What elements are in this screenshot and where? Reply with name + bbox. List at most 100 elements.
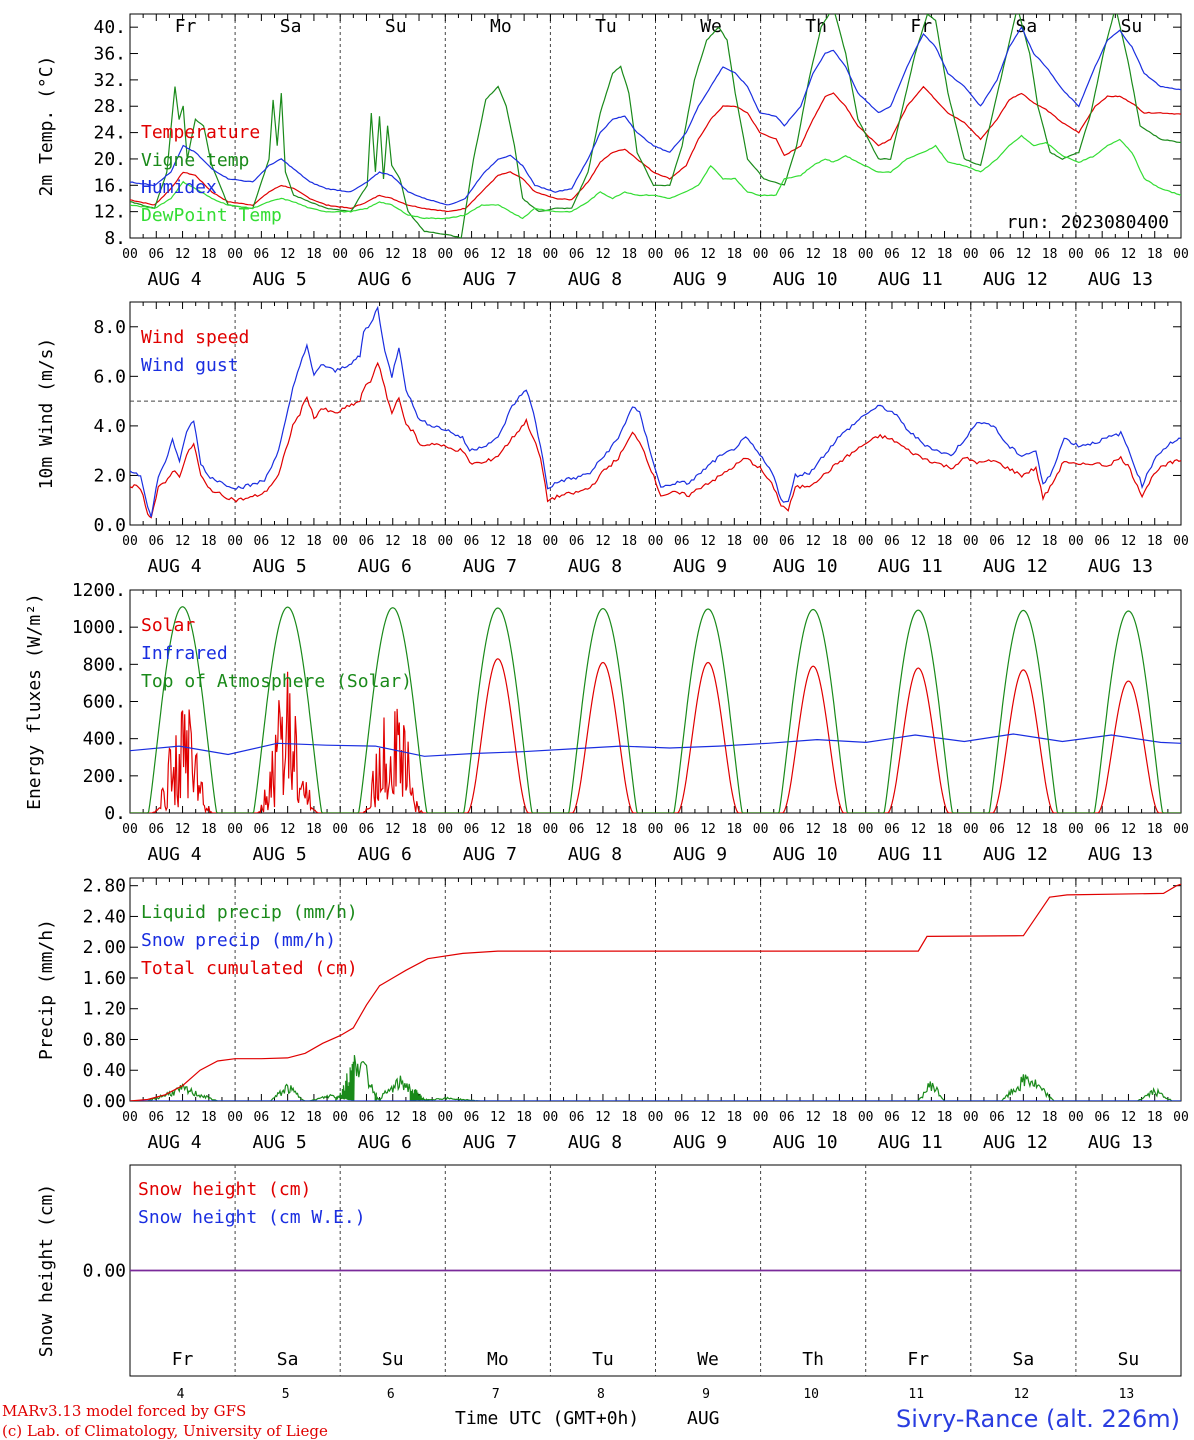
hour-tick-label: 00 xyxy=(963,247,979,262)
y-tick-label: 200. xyxy=(83,766,126,787)
hour-tick-label: 00 xyxy=(332,534,348,549)
hour-tick-label: 12 xyxy=(910,247,926,262)
hour-tick-label: 12 xyxy=(175,822,191,837)
hour-tick-label: 18 xyxy=(1147,1110,1163,1125)
hour-tick-label: 18 xyxy=(1147,534,1163,549)
y-tick-label: 12. xyxy=(93,202,126,223)
date-label: AUG 5 xyxy=(253,556,307,577)
hour-tick-label: 00 xyxy=(858,534,874,549)
hour-tick-label: 00 xyxy=(543,1110,559,1125)
hour-tick-label: 06 xyxy=(884,822,900,837)
legend-total-cumulated-cm-: Total cumulated (cm) xyxy=(141,958,358,979)
y-tick-label: 24. xyxy=(93,123,126,144)
hour-tick-label: 00 xyxy=(648,534,664,549)
hour-tick-label: 12 xyxy=(175,247,191,262)
date-label: AUG 9 xyxy=(673,269,727,290)
hour-tick-label: 06 xyxy=(254,822,270,837)
hour-tick-label: 12 xyxy=(910,534,926,549)
hour-tick-label: 12 xyxy=(1121,247,1137,262)
hour-tick-label: 06 xyxy=(1094,1110,1110,1125)
hour-tick-label: 06 xyxy=(464,534,480,549)
hour-tick-label: 00 xyxy=(122,1110,138,1125)
hour-tick-label: 18 xyxy=(621,534,637,549)
hour-tick-label: 18 xyxy=(832,534,848,549)
hour-tick-label: 00 xyxy=(437,822,453,837)
day-number-label: 7 xyxy=(492,1387,500,1402)
hour-tick-label: 00 xyxy=(858,822,874,837)
y-tick-label: 8.0 xyxy=(93,317,126,338)
hour-tick-label: 18 xyxy=(1042,247,1058,262)
date-label: AUG 6 xyxy=(358,556,412,577)
date-label: AUG 10 xyxy=(773,269,838,290)
hour-tick-label: 06 xyxy=(779,534,795,549)
y-tick-label: 800. xyxy=(83,654,126,675)
date-label: AUG 7 xyxy=(463,269,517,290)
day-name-label: Th xyxy=(805,16,827,37)
date-label: AUG 11 xyxy=(878,1132,943,1153)
date-label: AUG 4 xyxy=(147,556,201,577)
legend-infrared: Infrared xyxy=(141,643,228,664)
hour-tick-label: 18 xyxy=(306,247,322,262)
day-name-label: Sa xyxy=(1013,1349,1035,1370)
hour-tick-label: 06 xyxy=(779,247,795,262)
legend-solar: Solar xyxy=(141,615,195,636)
y-tick-label: 0.80 xyxy=(83,1029,126,1050)
day-name-label: Sa xyxy=(280,16,302,37)
hour-tick-label: 12 xyxy=(280,822,296,837)
legend-dewpoint-temp: DewPoint Temp xyxy=(141,205,282,226)
y-tick-label: 8. xyxy=(104,228,126,249)
day-number-label: 6 xyxy=(387,1387,395,1402)
hour-tick-label: 06 xyxy=(1094,534,1110,549)
date-label: AUG 8 xyxy=(568,269,622,290)
hour-tick-label: 18 xyxy=(306,822,322,837)
hour-tick-label: 12 xyxy=(1016,247,1032,262)
hour-tick-label: 06 xyxy=(884,1110,900,1125)
footer-model-line: MARv3.13 model forced by GFS xyxy=(2,1402,246,1420)
date-label: AUG 13 xyxy=(1088,556,1153,577)
panel-1: 8. 12. 16. 20. 24. 28. 32. 36. 40. 2m Temp. (°C) 0… xyxy=(36,13,1189,290)
hour-tick-label: 12 xyxy=(700,247,716,262)
hour-tick-label: 18 xyxy=(1042,822,1058,837)
hour-tick-label: 12 xyxy=(910,822,926,837)
date-label: AUG 7 xyxy=(463,556,517,577)
hour-tick-label: 00 xyxy=(122,247,138,262)
hour-tick-label: 06 xyxy=(884,247,900,262)
date-label: AUG 5 xyxy=(253,1132,307,1153)
date-label: AUG 13 xyxy=(1088,1132,1153,1153)
y-tick-label: 6.0 xyxy=(93,366,126,387)
hour-tick-label: 12 xyxy=(175,534,191,549)
day-name-label: Sa xyxy=(277,1349,299,1370)
hour-tick-label: 00 xyxy=(332,1110,348,1125)
hour-tick-label: 18 xyxy=(411,247,427,262)
hour-tick-label: 12 xyxy=(385,1110,401,1125)
hour-tick-label: 06 xyxy=(779,1110,795,1125)
y-tick-label: 20. xyxy=(93,149,126,170)
hour-tick-label: 12 xyxy=(805,822,821,837)
hour-tick-label: 00 xyxy=(437,247,453,262)
y-tick-label: 0. xyxy=(104,803,126,824)
hour-tick-label: 00 xyxy=(1068,822,1084,837)
y-tick-label: 32. xyxy=(93,70,126,91)
y-tick-label: 0.00 xyxy=(83,1091,126,1112)
hour-tick-label: 18 xyxy=(937,1110,953,1125)
series-line-humidex xyxy=(130,26,1181,206)
y-tick-label: 2.00 xyxy=(83,937,126,958)
hour-tick-label: 06 xyxy=(464,247,480,262)
hour-tick-label: 18 xyxy=(832,822,848,837)
panel-2: 0.0 2.0 4.0 6.0 8.0 10m Wind (m/s) 00 06 12 18 00 0… xyxy=(36,301,1189,577)
hour-tick-label: 00 xyxy=(963,822,979,837)
legend-vigne-temp: Vigne temp xyxy=(141,150,249,171)
series-line-wind-speed xyxy=(130,361,1181,519)
date-label: AUG 6 xyxy=(358,269,412,290)
legend-snow-height-cm-w-e-: Snow height (cm W.E.) xyxy=(138,1207,366,1228)
hour-tick-label: 06 xyxy=(989,1110,1005,1125)
hour-tick-label: 18 xyxy=(411,1110,427,1125)
hour-tick-label: 18 xyxy=(726,534,742,549)
hour-tick-label: 06 xyxy=(359,1110,375,1125)
hour-tick-label: 12 xyxy=(490,247,506,262)
hour-tick-label: 00 xyxy=(1068,1110,1084,1125)
hour-tick-label: 06 xyxy=(569,1110,585,1125)
day-name-label: Fr xyxy=(907,1349,929,1370)
hour-tick-label: 06 xyxy=(254,1110,270,1125)
